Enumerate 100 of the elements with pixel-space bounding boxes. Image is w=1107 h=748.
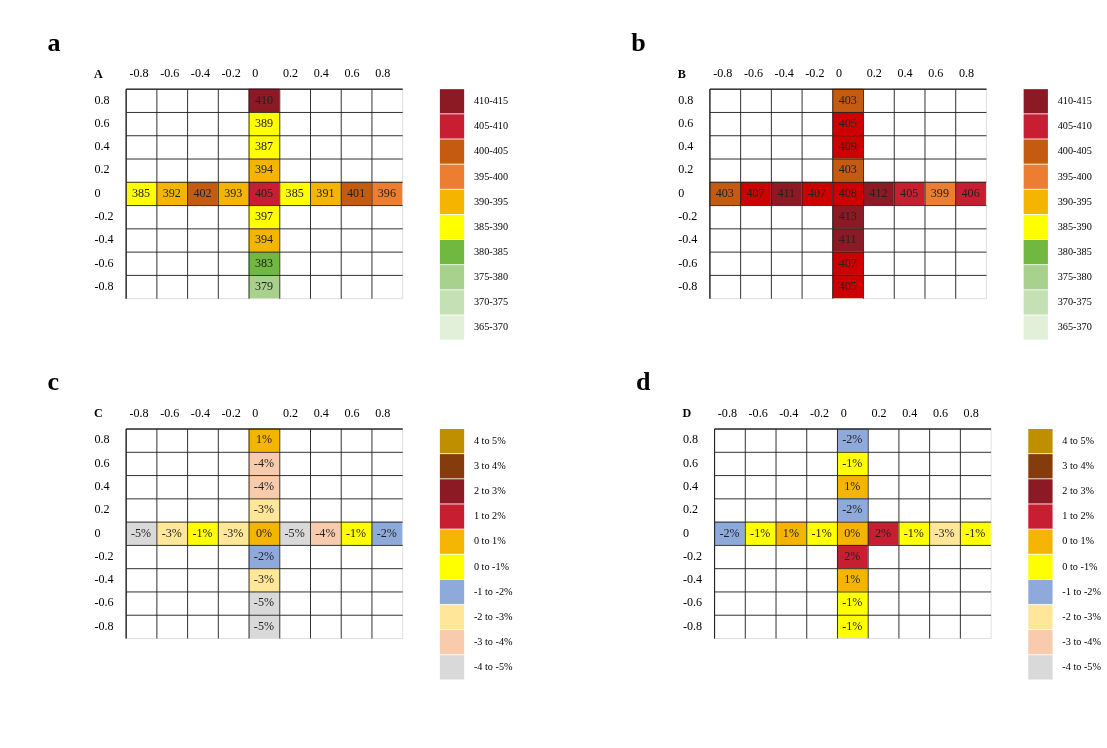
category-label: -1 to -2%: [1062, 585, 1102, 597]
y-tick-label: 0.2: [94, 162, 110, 177]
x-tick-label: 0.6: [932, 405, 949, 420]
data-label: 407: [807, 185, 827, 200]
data-label: 413: [838, 209, 857, 223]
y-tick-label: -0.8: [678, 278, 698, 293]
data-label: -2%: [253, 548, 275, 563]
x-tick-label: 0.8: [375, 66, 391, 81]
y-tick-label: -0.6: [678, 255, 698, 270]
category-label: -2 to -3%: [1062, 610, 1102, 622]
data-label: -1%: [811, 525, 832, 540]
y-tick-label: 0: [682, 525, 689, 540]
y-tick-label: -0.2: [94, 548, 114, 563]
data-label: 403: [838, 92, 857, 107]
data-label: -2%: [842, 432, 863, 447]
chart-title: b: [631, 27, 646, 57]
category-label: -2 to -3%: [473, 610, 514, 622]
data-label: 1%: [255, 432, 273, 447]
y-tick-label: -0.4: [678, 232, 698, 247]
y-tick-label: 0.4: [94, 479, 110, 493]
data-label: 391: [316, 185, 335, 200]
x-tick-label: 0.2: [283, 405, 299, 420]
x-tick-label: -0.4: [779, 405, 799, 420]
category-label: 410-415: [473, 95, 509, 107]
data-label: -5%: [253, 595, 275, 610]
data-label: -1%: [346, 525, 367, 540]
data-label: -2%: [376, 525, 397, 540]
y-tick-label: 0.2: [678, 162, 694, 177]
y-tick-label: 0.2: [682, 502, 699, 517]
data-label: -2%: [842, 502, 863, 517]
category-label: 0 to 1%: [473, 535, 507, 547]
category-label: 1 to 2%: [473, 510, 507, 522]
y-tick-label: -0.4: [94, 572, 114, 587]
y-tick-label: -0.8: [682, 618, 703, 633]
category-label: 405-410: [1057, 120, 1092, 132]
y-tick-label: 0.8: [94, 92, 110, 107]
data-label: 2%: [875, 525, 892, 540]
chart-title: d: [635, 367, 651, 397]
x-tick-label: 0: [840, 405, 847, 420]
category-label: 370-375: [1057, 296, 1092, 308]
category-label: 3 to 4%: [473, 460, 507, 472]
data-label: -2%: [719, 525, 740, 540]
x-tick-label: 0.4: [897, 66, 913, 81]
data-label: 1%: [844, 479, 861, 493]
y-tick-label: -0.6: [94, 255, 114, 270]
x-tick-label: 0: [836, 66, 843, 81]
category-label: 410-415: [1057, 95, 1092, 107]
data-label: 405: [838, 115, 857, 130]
data-label: -1%: [903, 525, 924, 540]
category-label: 365-370: [1057, 321, 1092, 333]
x-tick-label: -0.6: [743, 66, 764, 81]
category-label: 390-395: [1057, 195, 1092, 207]
category-label: -3 to -4%: [473, 636, 514, 648]
category-label: -1 to -2%: [473, 585, 514, 597]
data-label: 409: [838, 139, 857, 154]
data-label: -4%: [315, 525, 336, 540]
data-label: -3%: [223, 525, 244, 540]
data-label: 402: [193, 185, 212, 200]
x-tick-label: 0.6: [928, 66, 944, 81]
category-label: 0 to 1%: [1062, 535, 1095, 547]
x-tick-label: 0.2: [283, 66, 299, 81]
y-tick-label: 0.8: [678, 92, 694, 107]
y-tick-label: -0.4: [94, 232, 114, 247]
y-tick-label: 0.6: [94, 455, 110, 470]
data-label: 396: [377, 185, 396, 200]
data-label: 383: [254, 255, 274, 270]
category-label: 395-400: [473, 170, 509, 182]
text: B: [677, 66, 686, 81]
data-label: -3%: [934, 525, 955, 540]
data-label: 1%: [844, 572, 861, 587]
y-tick-label: -0.6: [682, 595, 703, 610]
x-tick-label: -0.6: [748, 405, 768, 420]
x-tick-label: 0.8: [963, 405, 979, 420]
x-tick-label: -0.8: [713, 66, 733, 81]
category-label: 405-410: [473, 120, 509, 132]
category-label: 385-390: [1057, 220, 1092, 232]
category-label: 4 to 5%: [473, 434, 507, 446]
data-label: 401: [347, 185, 366, 200]
x-tick-label: -0.4: [774, 66, 794, 81]
y-tick-label: 0.6: [682, 455, 699, 470]
category-label: 0 to -1%: [1062, 560, 1099, 572]
category-label: 400-405: [473, 145, 509, 157]
data-label: 393: [224, 185, 243, 200]
x-tick-label: 0.4: [902, 405, 918, 420]
data-label: -1%: [965, 525, 986, 540]
y-tick-label: -0.4: [682, 572, 703, 587]
data-label: -5%: [253, 618, 275, 633]
data-label: 0%: [255, 525, 273, 540]
x-tick-label: 0: [252, 66, 259, 81]
y-tick-label: 0: [94, 185, 101, 200]
y-tick-label: 0: [94, 525, 101, 540]
category-label: -4 to -5%: [1062, 661, 1102, 673]
data-label: 394: [254, 162, 274, 177]
data-label: 403: [715, 185, 734, 200]
category-label: 370-375: [473, 296, 509, 308]
category-label: -3 to -4%: [1062, 636, 1102, 648]
data-label: 410: [254, 92, 274, 107]
category-label: 1 to 2%: [1062, 510, 1095, 522]
y-tick-label: -0.8: [94, 618, 114, 633]
data-label: 399: [930, 185, 949, 200]
